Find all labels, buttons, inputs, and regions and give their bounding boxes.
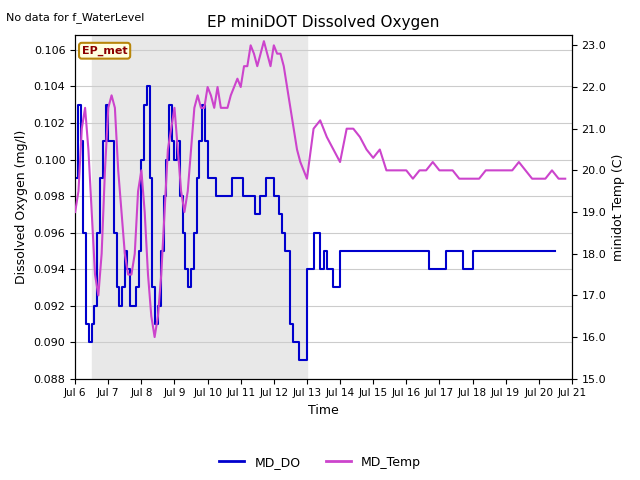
Text: No data for f_WaterLevel: No data for f_WaterLevel [6,12,145,23]
Title: EP miniDOT Dissolved Oxygen: EP miniDOT Dissolved Oxygen [207,15,440,30]
X-axis label: Time: Time [308,404,339,417]
Y-axis label: Dissolved Oxygen (mg/l): Dissolved Oxygen (mg/l) [15,130,28,284]
Text: EP_met: EP_met [82,46,127,56]
Bar [92,36,307,379]
Y-axis label: minidot Temp (C): minidot Temp (C) [612,153,625,261]
Legend: MD_DO, MD_Temp: MD_DO, MD_Temp [214,451,426,474]
